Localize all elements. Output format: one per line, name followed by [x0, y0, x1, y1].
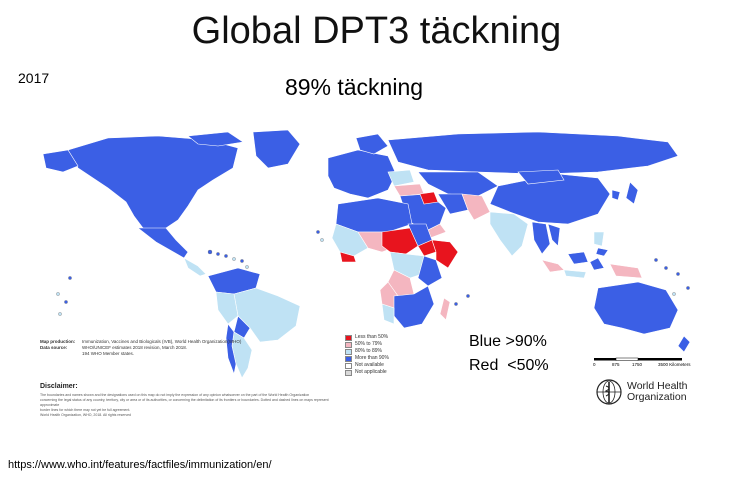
disclaimer-line: The boundaries and names shown and the d…: [40, 393, 310, 397]
region-indonesia: [541, 231, 643, 279]
who-line-2: Organization: [627, 391, 687, 403]
region-southern-africa: [393, 285, 435, 329]
who-line-1: World Health: [627, 380, 688, 392]
legend-item: More than 90%: [345, 355, 389, 362]
region-atlantic-islands: [316, 230, 470, 306]
region-ukraine: [387, 169, 415, 187]
coverage-subtitle: 89% täckning: [0, 74, 708, 101]
region-korea: [611, 189, 621, 201]
legend-item: Less than 50%: [345, 334, 389, 341]
legend-label: 80% to 89%: [355, 348, 382, 354]
region-afghanistan-pakistan: [461, 193, 491, 221]
legend-label: More than 90%: [355, 355, 389, 361]
legend-item: Not applicable: [345, 369, 389, 376]
region-russia: [387, 131, 679, 175]
legend-swatch: [345, 355, 352, 362]
who-emblem-icon: [596, 379, 622, 405]
legend-label: Not available: [355, 362, 384, 368]
region-north-africa: [335, 197, 413, 233]
map-legend: Less than 50% 50% to 79% 80% to 89% More…: [345, 334, 389, 376]
region-guinea-coast: [339, 251, 357, 263]
who-wordmark: World Health Organization: [627, 381, 688, 403]
coverage-note: Blue >90% Red <50%: [469, 330, 549, 378]
disclaimer-line: World Health Organization, WHO, 2018. Al…: [40, 413, 131, 417]
region-mongolia: [517, 169, 565, 185]
region-canada-islands: [187, 131, 244, 147]
region-alaska: [42, 149, 79, 173]
legend-label: Not applicable: [355, 369, 387, 375]
region-australia: [593, 281, 679, 335]
map-production-label: Map production:: [40, 339, 76, 344]
region-east-africa: [417, 255, 443, 287]
region-vietnam: [547, 223, 561, 247]
blue-note: Blue >90%: [469, 333, 547, 350]
region-pacific-islands: [56, 258, 690, 316]
map-production-info: Map production: Immunization, Vaccines an…: [40, 339, 340, 357]
region-mexico: [137, 227, 189, 259]
map-production-text: Immunization, Vaccines and Biologicals (…: [82, 339, 242, 344]
legend-swatch: [345, 348, 352, 355]
region-china: [489, 173, 611, 225]
legend-swatch: [345, 369, 352, 376]
region-syria-iraq: [419, 191, 439, 205]
region-ethiopia-somalia: [431, 239, 459, 269]
region-europe: [327, 149, 397, 199]
slide-title: Global DPT3 täckning: [191, 10, 562, 52]
legend-swatch: [345, 362, 352, 369]
scale-bar: 0 875 1750 3500 Kilometers: [593, 357, 691, 367]
legend-label: 50% to 79%: [355, 341, 382, 347]
region-madagascar: [439, 297, 451, 321]
disclaimer-line: border lines for which there may not yet…: [40, 408, 131, 412]
region-chile: [225, 323, 237, 376]
region-turkey: [393, 183, 425, 197]
region-new-zealand: [677, 335, 691, 353]
data-source-label: Data source:: [40, 345, 68, 350]
year-label: 2017: [18, 70, 50, 86]
disclaimer-line: concerning the legal status of any count…: [40, 398, 329, 407]
scale-tick-0: 0: [593, 362, 596, 367]
legend-item: 80% to 89%: [345, 348, 389, 355]
region-peru: [215, 291, 239, 325]
legend-swatch: [345, 334, 352, 341]
region-namibia: [381, 303, 395, 325]
who-logo: World Health Organization: [596, 379, 688, 405]
scale-tick-3: 3500 Kilometers: [658, 362, 691, 367]
member-states-text: 194 WHO Member states.: [82, 351, 135, 356]
region-north-america: [67, 135, 239, 235]
region-greenland: [252, 129, 301, 169]
legend-label: Less than 50%: [355, 334, 389, 340]
region-scandinavia: [355, 133, 389, 155]
region-central-america: [183, 257, 207, 277]
red-note: Red <50%: [469, 357, 549, 374]
region-myanmar-thai: [531, 221, 551, 255]
region-japan: [625, 181, 639, 205]
scale-tick-1: 875: [612, 362, 620, 367]
source-url[interactable]: https://www.who.int/features/factfiles/i…: [8, 459, 272, 471]
region-india: [489, 211, 529, 257]
coverage-text: 89% täckning: [284, 74, 424, 100]
legend-item: 50% to 79%: [345, 341, 389, 348]
scale-tick-2: 1750: [632, 362, 643, 367]
disclaimer-text: The boundaries and names shown and the d…: [40, 393, 340, 418]
region-caribbean: [207, 249, 249, 269]
legend-swatch: [345, 341, 352, 348]
data-source-text: WHO/UNICEF estimates 2018 revision, Marc…: [82, 345, 188, 350]
disclaimer-title: Disclaimer:: [40, 383, 78, 390]
world-map: [42, 129, 691, 378]
legend-item: Not available: [345, 362, 389, 369]
